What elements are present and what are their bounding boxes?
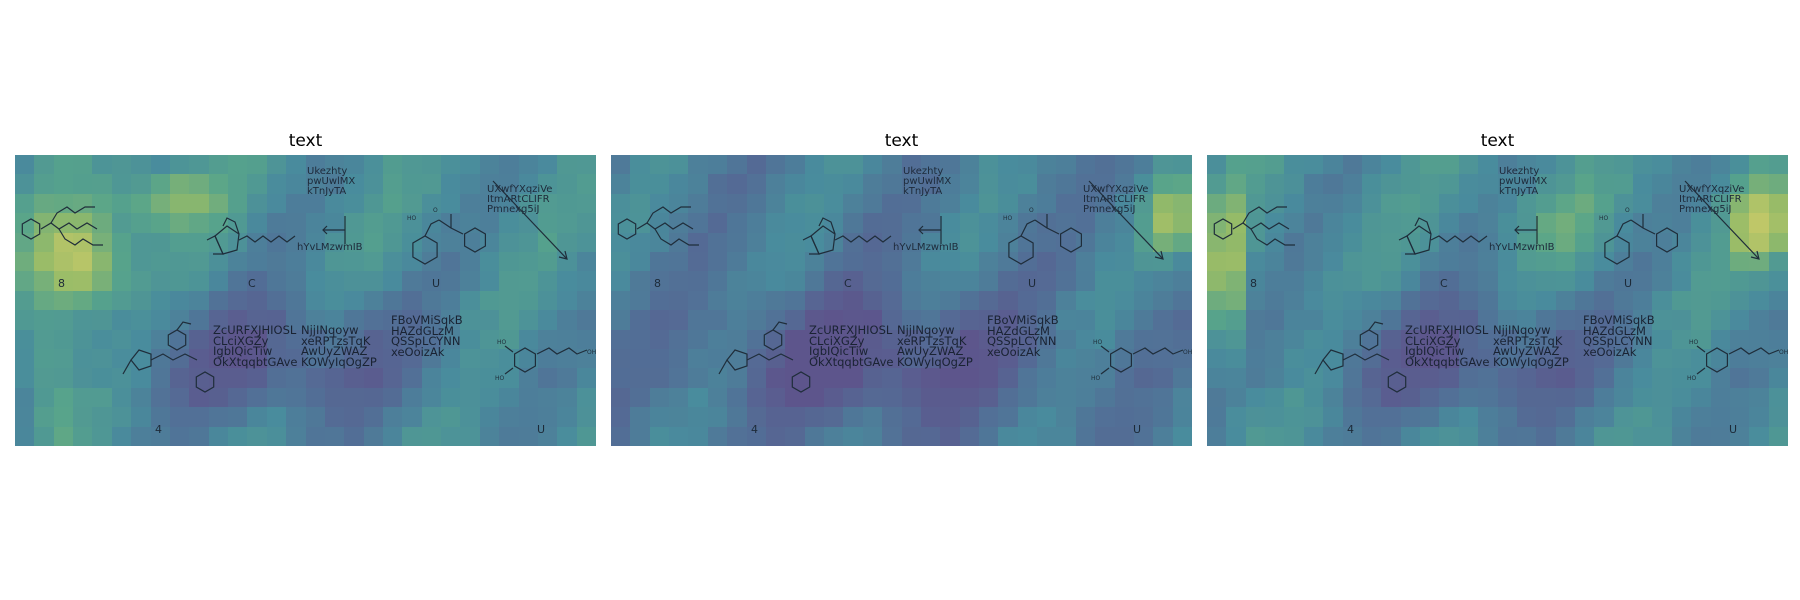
panel-3: HO O HO HO OH 8 C U 4 U Ukezhty pwUwlMX kTnJyTA hYv… [1207, 155, 1788, 446]
row1-label-b: C [844, 277, 852, 290]
snippet-arrow-label: hYvLMzwmIB [893, 243, 959, 253]
row1-label-b: C [1440, 277, 1448, 290]
text-block-3: FBoVMiSqkB HAZdGLzM QSSpLCYNN xeOoizAk [987, 315, 1059, 357]
row2-label-b: U [537, 423, 545, 436]
row1-label-a: 8 [654, 277, 661, 290]
svg-text:HO: HO [495, 375, 505, 382]
molecule-chain-icon [613, 193, 703, 263]
panel-1-title: text [15, 131, 596, 151]
molecule-layer: HO O HO HO OH 8 C U 4 U Ukezhty pwUwlMX kTnJyTA hYv… [611, 155, 1192, 446]
panel-2: HO O HO HO OH 8 C U 4 U Ukezhty pwUwlMX kTnJyTA hYv… [611, 155, 1192, 446]
text-block-2: NjjINqoyw xeRPTzsTqK AwUyZWAZ KOWyIqOgZP [301, 325, 377, 367]
text-block-2: NjjINqoyw xeRPTzsTqK AwUyZWAZ KOWyIqOgZP [1493, 325, 1569, 367]
svg-text:O: O [433, 207, 438, 214]
snippet-top-right: UXwfYXqziVe ItmARtCLIFR Pmnexg5iJ [1679, 185, 1744, 215]
snippet-top-right: UXwfYXqziVe ItmARtCLIFR Pmnexg5iJ [487, 185, 552, 215]
snippet-arrow-label: hYvLMzwmIB [1489, 243, 1555, 253]
text-block-3: FBoVMiSqkB HAZdGLzM QSSpLCYNN xeOoizAk [1583, 315, 1655, 357]
molecule-layer: HO O HO HO OH 8 C U 4 U Ukezhty pwUwlMX kTnJyTA hYv… [15, 155, 596, 446]
molecule-biphenyl-icon [1307, 320, 1417, 410]
panel-3-title: text [1207, 131, 1788, 151]
text-block-1: ZcURFXJHIOSL CLciXGZy IgbIQicTiw OkXtqqb… [213, 325, 298, 367]
snippet-top-right: UXwfYXqziVe ItmARtCLIFR Pmnexg5iJ [1083, 185, 1148, 215]
svg-text:HO: HO [1687, 375, 1697, 382]
text-block-3: FBoVMiSqkB HAZdGLzM QSSpLCYNN xeOoizAk [391, 315, 463, 357]
molecule-layer: HO O HO HO OH 8 C U 4 U Ukezhty pwUwlMX kTnJyTA hYv… [1207, 155, 1788, 446]
molecule-cyclohexyl-icon: HO O [991, 200, 1091, 280]
row1-label-a: 8 [58, 277, 65, 290]
row2-label-b: U [1133, 423, 1141, 436]
svg-text:HO: HO [497, 339, 507, 346]
svg-text:O: O [1029, 207, 1034, 214]
panel-1: HO O HO HO OH 8 C U 4 U Ukezhty pwUwlMX kTnJyTA hYv… [15, 155, 596, 446]
svg-text:OH: OH [1779, 349, 1788, 356]
row2-label-a: 4 [751, 423, 758, 436]
row2-label-a: 4 [1347, 423, 1354, 436]
svg-text:OH: OH [1183, 349, 1192, 356]
molecule-cage-icon [801, 210, 901, 270]
panel-2-title: text [611, 131, 1192, 151]
text-block-1: ZcURFXJHIOSL CLciXGZy IgbIQicTiw OkXtqqb… [809, 325, 894, 367]
text-block-1: ZcURFXJHIOSL CLciXGZy IgbIQicTiw OkXtqqb… [1405, 325, 1490, 367]
row1-label-b: C [248, 277, 256, 290]
row1-label-c: U [1624, 277, 1632, 290]
svg-text:HO: HO [1599, 215, 1609, 222]
molecule-biphenyl-icon [115, 320, 225, 410]
molecule-cyclohexyl-icon: HO O [1587, 200, 1687, 280]
molecule-chain-icon [1209, 193, 1299, 263]
snippet-top-mid: Ukezhty pwUwlMX kTnJyTA [307, 167, 355, 197]
svg-text:HO: HO [1003, 215, 1013, 222]
molecule-cage-icon [205, 210, 305, 270]
row2-label-b: U [1729, 423, 1737, 436]
molecule-cyclohexyl-icon: HO O [395, 200, 495, 280]
molecule-biphenyl-icon [711, 320, 821, 410]
row1-label-a: 8 [1250, 277, 1257, 290]
molecule-phenol-icon: HO HO OH [1687, 330, 1787, 390]
snippet-top-mid: Ukezhty pwUwlMX kTnJyTA [903, 167, 951, 197]
svg-text:HO: HO [1689, 339, 1699, 346]
molecule-phenol-icon: HO HO OH [1091, 330, 1191, 390]
row2-label-a: 4 [155, 423, 162, 436]
molecule-phenol-icon: HO HO OH [495, 330, 595, 390]
svg-text:HO: HO [407, 215, 417, 222]
svg-text:OH: OH [587, 349, 596, 356]
snippet-top-mid: Ukezhty pwUwlMX kTnJyTA [1499, 167, 1547, 197]
row1-label-c: U [1028, 277, 1036, 290]
svg-text:HO: HO [1091, 375, 1101, 382]
molecule-cage-icon [1397, 210, 1497, 270]
svg-text:HO: HO [1093, 339, 1103, 346]
row1-label-c: U [432, 277, 440, 290]
snippet-arrow-label: hYvLMzwmIB [297, 243, 363, 253]
svg-text:O: O [1625, 207, 1630, 214]
text-block-2: NjjINqoyw xeRPTzsTqK AwUyZWAZ KOWyIqOgZP [897, 325, 973, 367]
molecule-chain-icon [17, 193, 107, 263]
